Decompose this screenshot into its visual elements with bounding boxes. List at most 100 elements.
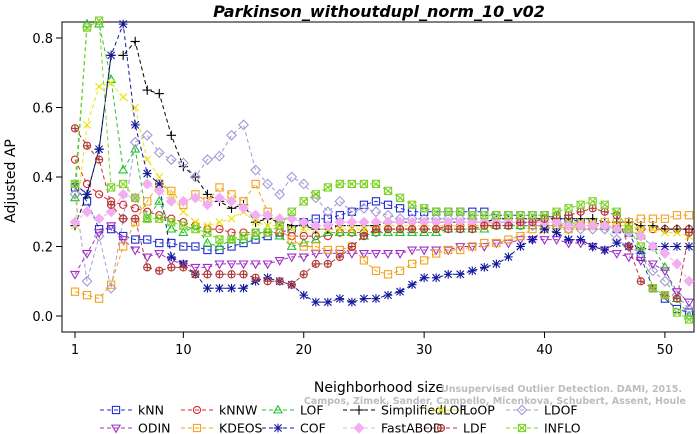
data-point-loop — [131, 103, 140, 112]
series-ldf — [70, 124, 694, 303]
data-point-loop — [335, 225, 344, 234]
data-point-loop — [83, 120, 92, 129]
data-point-fastabod — [81, 206, 93, 218]
data-point-inflo — [468, 211, 477, 220]
data-point-kdeos — [323, 245, 332, 255]
data-point-ldf — [167, 263, 176, 272]
data-point-cof — [166, 252, 176, 262]
data-point-ldf — [215, 270, 224, 279]
data-point-knn — [371, 197, 381, 206]
data-point-inflo — [70, 179, 80, 189]
data-point-ldf — [516, 218, 525, 227]
data-point-knnw — [82, 179, 92, 189]
data-point-knn — [155, 238, 164, 248]
data-point-kdeos — [359, 256, 369, 265]
data-point-loop — [347, 225, 356, 234]
data-point-inflo — [106, 183, 116, 192]
data-point-loop — [107, 79, 116, 88]
data-point-odin — [539, 236, 550, 245]
y-tick-label: 0.2 — [32, 241, 53, 256]
data-point-fastabod — [310, 220, 322, 232]
data-point-odin — [551, 236, 562, 245]
series-line-ldof — [74, 123, 690, 310]
data-point-ldf — [347, 242, 357, 251]
data-point-kdeos — [648, 214, 658, 223]
data-point-cof — [564, 235, 573, 244]
data-point-kdeos — [167, 186, 176, 196]
data-point-inflo — [155, 214, 164, 223]
data-point-simplifiedlof — [118, 50, 128, 61]
data-point-odin — [503, 239, 514, 249]
data-point-fastabod — [346, 216, 358, 228]
legend-item-knnw: kNNW — [181, 403, 257, 418]
data-point-odin — [671, 288, 683, 298]
data-point-knnw — [70, 155, 80, 164]
data-point-ldof — [165, 154, 177, 166]
data-point-fastabod — [659, 247, 671, 259]
data-point-lof — [81, 18, 93, 28]
data-point-kdeos — [407, 259, 417, 269]
legend-label: kNNW — [219, 403, 257, 418]
data-point-inflo — [311, 190, 320, 199]
data-point-lof — [178, 227, 189, 237]
data-point-odin — [479, 243, 490, 252]
data-point-odin — [635, 256, 646, 266]
series-kdeos — [70, 179, 694, 303]
data-point-fastabod — [69, 216, 81, 228]
data-point-inflo — [203, 228, 212, 237]
data-point-kdeos — [444, 245, 453, 255]
legend-item-ldof: LDOF — [506, 403, 578, 418]
data-point-ldof — [683, 303, 695, 315]
legend-label: KDEOS — [219, 421, 263, 434]
data-point-ldof — [201, 154, 213, 166]
data-point-odin — [683, 298, 695, 308]
data-point-knn — [395, 204, 405, 213]
data-point-kdeos — [143, 197, 152, 206]
data-point-fastabod — [551, 216, 563, 228]
data-point-ldf — [191, 270, 200, 279]
data-point-odin — [69, 270, 81, 280]
data-point-knn — [143, 235, 152, 244]
data-point-cof — [106, 51, 116, 60]
data-point-cof — [142, 169, 152, 178]
legend-marker — [353, 422, 365, 434]
legend-marker — [436, 423, 446, 433]
legend-marker — [273, 423, 283, 433]
series-line-inflo — [74, 19, 690, 320]
data-point-cof — [130, 120, 140, 130]
data-point-inflo — [323, 183, 332, 192]
data-point-ldf — [203, 270, 212, 279]
legend-marker — [517, 423, 527, 433]
data-point-kdeos — [119, 242, 128, 251]
data-point-odin — [214, 260, 225, 270]
data-point-simplifiedlof — [154, 88, 164, 99]
data-point-odin — [515, 236, 526, 245]
data-point-ldf — [227, 270, 236, 279]
data-point-inflo — [516, 211, 525, 220]
data-point-ldof — [69, 188, 81, 200]
data-point-inflo — [82, 23, 92, 32]
data-point-ldf — [82, 141, 92, 150]
data-point-inflo — [359, 179, 369, 189]
data-point-odin — [274, 256, 285, 266]
data-point-odin — [407, 246, 418, 256]
data-point-ldof — [250, 164, 262, 176]
data-point-odin — [370, 250, 382, 259]
data-point-fastabod — [358, 216, 370, 228]
data-point-lof — [142, 213, 153, 223]
data-point-cof — [480, 263, 489, 272]
legend-item-odin: ODIN — [100, 421, 171, 434]
data-point-ldof — [214, 150, 225, 162]
legend-label: LOF — [300, 403, 324, 418]
legend-item-kdeos: KDEOS — [181, 421, 263, 434]
data-point-inflo — [239, 231, 248, 241]
data-point-ldf — [179, 263, 188, 272]
legend-item-loop: LoOP — [425, 403, 495, 418]
data-point-odin — [382, 250, 394, 259]
data-point-inflo — [383, 186, 393, 196]
data-point-cof — [660, 242, 670, 251]
legend-marker — [192, 423, 202, 433]
data-point-knn — [191, 242, 200, 251]
data-point-cof — [600, 245, 610, 255]
data-point-cof — [455, 269, 465, 279]
